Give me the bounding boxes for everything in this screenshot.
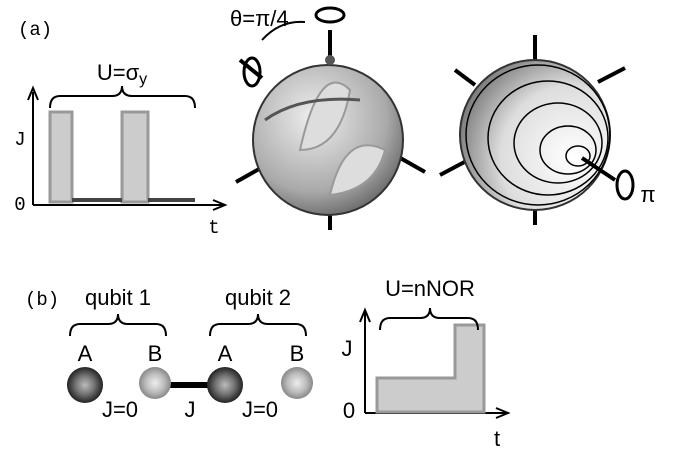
y-zero: 0 — [343, 398, 355, 423]
x-label: t — [208, 217, 219, 239]
site-label: A — [78, 341, 93, 366]
qubit-name: qubit 2 — [225, 285, 291, 310]
braces — [70, 314, 306, 336]
y-label: J — [342, 336, 353, 361]
x-label: t — [494, 426, 500, 451]
plot-title: U=nNOR — [385, 276, 475, 301]
figure: (a) U=σy J 0 t θ=π/4 — [0, 0, 678, 453]
y-zero: 0 — [14, 194, 25, 216]
rotation-label: π — [640, 182, 655, 207]
bloch-sphere-1 — [236, 8, 425, 230]
panel-label: (b) — [25, 289, 59, 311]
site-label: B — [290, 341, 305, 366]
coupling-label: J — [185, 397, 196, 422]
site-label: A — [218, 341, 233, 366]
pulse-plot-a — [28, 86, 225, 210]
coupling-label: J=0 — [102, 397, 138, 422]
coupling-label: J=0 — [242, 397, 278, 422]
site-label: B — [148, 341, 163, 366]
plot-title: U=σy — [97, 60, 147, 88]
pulse-plot-b — [360, 308, 508, 418]
bloch-sphere-2 — [440, 35, 633, 225]
qubit-name: qubit 1 — [85, 285, 151, 310]
plot-title-sub: y — [139, 71, 147, 88]
panel-label: (a) — [18, 19, 52, 41]
angle-label: θ=π/4 — [230, 6, 289, 31]
y-label: J — [14, 129, 25, 151]
plot-title-main: U=σ — [97, 60, 140, 85]
